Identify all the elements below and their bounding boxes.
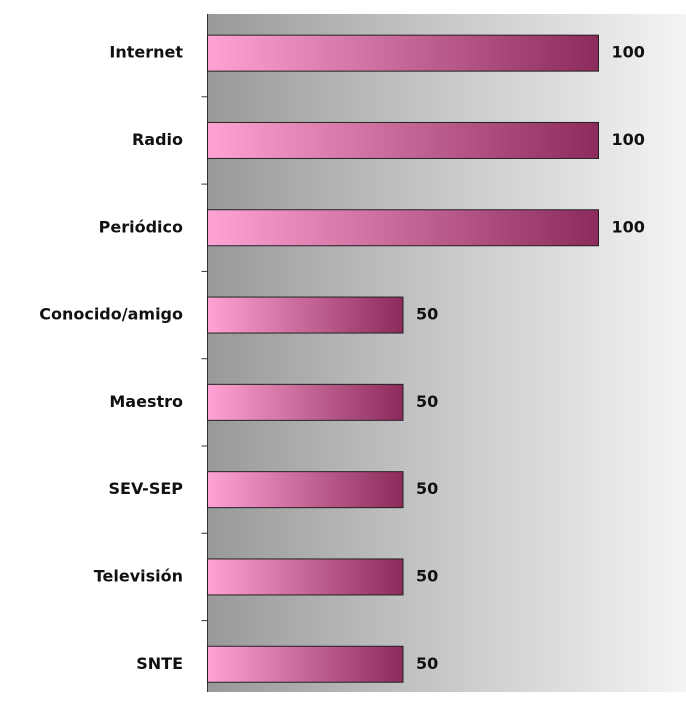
y-tick-label: SEV-SEP <box>109 479 184 498</box>
value-label: 50 <box>416 566 438 585</box>
bar <box>207 121 599 159</box>
value-label: 50 <box>416 392 438 411</box>
y-tick-label: Televisión <box>94 566 183 585</box>
value-label: 100 <box>612 217 645 236</box>
bar <box>207 471 404 509</box>
y-tick-label: Internet <box>109 43 183 62</box>
y-tick-label: Radio <box>132 130 183 149</box>
value-label: 50 <box>416 305 438 324</box>
bar <box>207 558 404 596</box>
bar <box>207 383 404 421</box>
y-tick-label: Conocido/amigo <box>39 305 183 324</box>
y-tick-label: Periódico <box>99 217 183 236</box>
value-label: 100 <box>612 43 645 62</box>
value-label: 50 <box>416 654 438 673</box>
bar <box>207 209 599 247</box>
bar <box>207 34 599 72</box>
bar <box>207 645 404 683</box>
y-tick-label: Maestro <box>109 392 183 411</box>
value-label: 50 <box>416 479 438 498</box>
y-tick-label: SNTE <box>136 654 183 673</box>
bar <box>207 296 404 334</box>
value-label: 100 <box>612 130 645 149</box>
